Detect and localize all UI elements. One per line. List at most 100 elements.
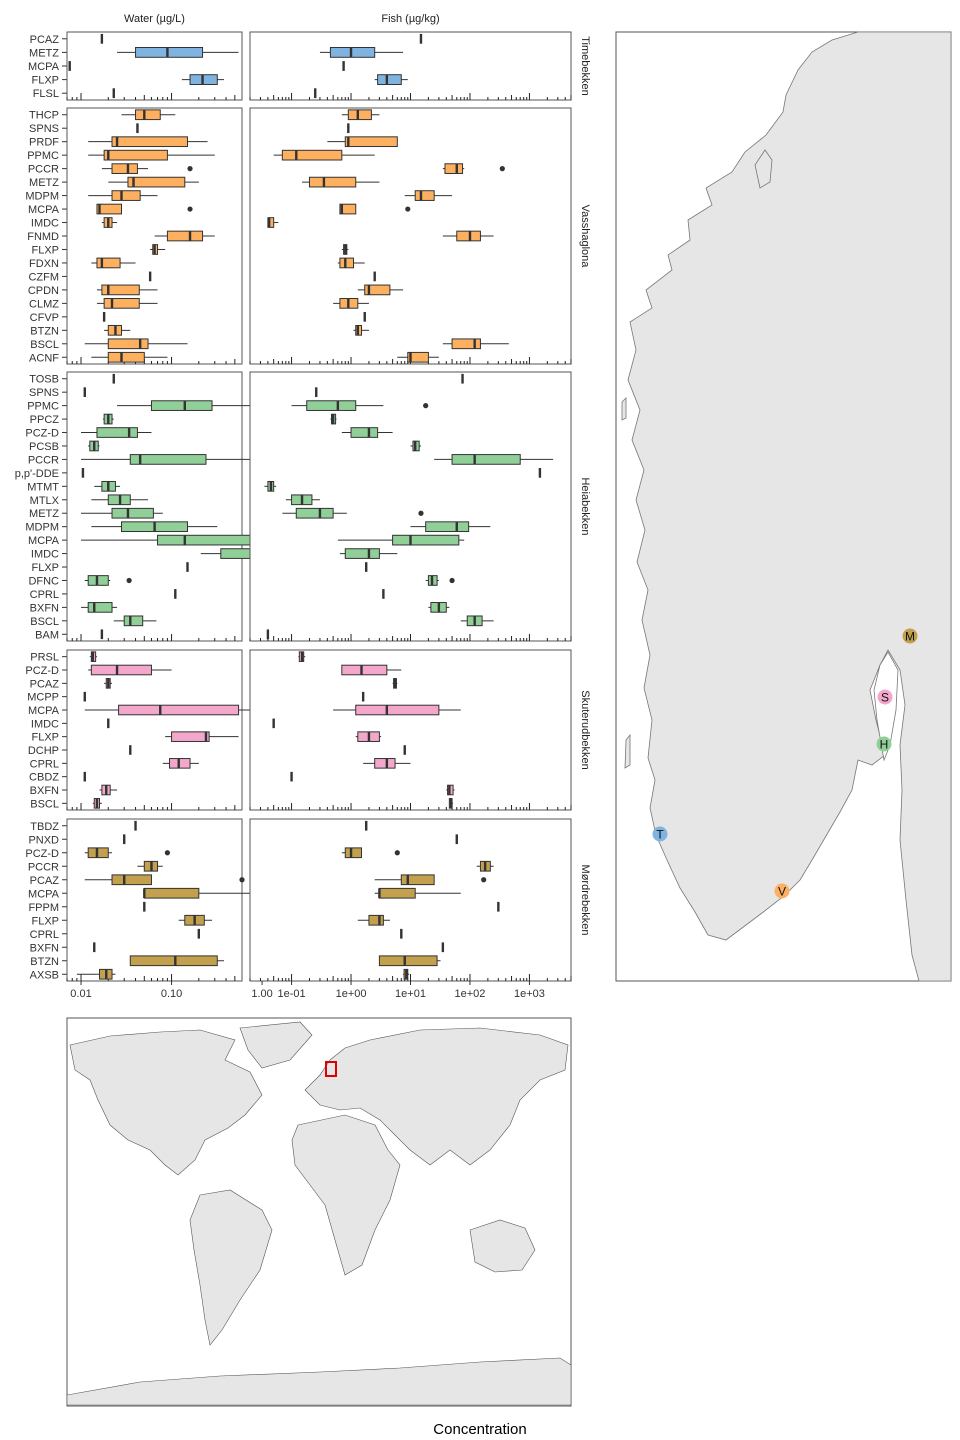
row-label: MCPA <box>28 61 60 73</box>
row-label: DCHP <box>28 745 59 757</box>
row-label: MTMT <box>27 481 59 493</box>
row-label: MDPM <box>25 191 59 203</box>
north-america <box>69 1029 263 1176</box>
facet-strip-label: Skuterudbekken <box>579 690 591 770</box>
row-label: PRDF <box>29 137 59 149</box>
box <box>129 454 207 465</box>
box <box>96 203 123 215</box>
norway-map: M S H T V <box>615 31 952 982</box>
panel-water <box>66 818 270 982</box>
row-label: PPCZ <box>30 414 60 426</box>
box <box>414 190 435 201</box>
row-label: METZ <box>29 508 59 520</box>
box <box>308 176 357 188</box>
oslofjord-island <box>754 149 773 189</box>
x-tick-label: 1.00 <box>251 988 272 1000</box>
panel-frame <box>249 31 572 101</box>
box <box>87 602 113 613</box>
outlier-point <box>187 166 193 172</box>
study-area-box <box>325 1061 337 1077</box>
row-label: FLSL <box>33 88 59 100</box>
panel-frame <box>249 107 572 365</box>
box <box>87 847 109 859</box>
panel-frame <box>249 818 572 982</box>
row-label: FDXN <box>29 258 59 270</box>
box <box>425 521 470 533</box>
row-label: METZ <box>29 177 59 189</box>
row-label: MCPA <box>28 705 60 717</box>
x-tick-label: 1e-01 <box>277 988 305 1000</box>
row-label: PCCR <box>28 454 59 466</box>
box <box>107 351 145 363</box>
map-site-marker <box>652 826 668 842</box>
box <box>347 109 372 121</box>
europe-asia <box>304 1027 569 1166</box>
outlier-point <box>394 850 400 856</box>
box <box>166 230 204 242</box>
coast-island-1 <box>621 397 627 421</box>
box <box>407 351 429 363</box>
row-label: SPNS <box>29 387 59 399</box>
x-tick-label: 1e+01 <box>395 988 426 1000</box>
box <box>378 955 438 967</box>
map-site-letter: M <box>905 630 915 644</box>
panel-water <box>66 371 326 642</box>
row-label: FLXP <box>31 732 59 744</box>
x-axis-title: Concentration <box>433 1421 526 1438</box>
row-label: PCAZ <box>30 875 60 887</box>
box <box>306 400 357 411</box>
box <box>111 874 152 886</box>
map-site-marker <box>876 736 892 752</box>
row-label: BAM <box>35 629 59 641</box>
panel-frame <box>66 371 243 642</box>
facet-strip-label: Heiabekken <box>579 477 591 535</box>
map-site-letter: H <box>880 738 889 752</box>
row-label: PCZ-D <box>25 848 59 860</box>
panel-frame <box>249 371 572 642</box>
row-label: FLXP <box>31 244 59 256</box>
box <box>329 47 376 58</box>
panel-fish <box>249 818 572 982</box>
row-label: BXFN <box>30 602 59 614</box>
box <box>107 338 149 350</box>
box <box>87 575 109 586</box>
row-label: DFNC <box>28 575 59 587</box>
row-label: BXFN <box>30 785 59 797</box>
outlier-point <box>481 877 487 883</box>
outlier-point <box>187 206 193 212</box>
row-label: BSCL <box>30 616 59 628</box>
row-label: PPMC <box>27 401 59 413</box>
box <box>281 149 343 161</box>
row-label: SPNS <box>29 123 59 135</box>
row-label: IMDC <box>31 718 59 730</box>
box <box>118 704 240 716</box>
row-label: FLXP <box>31 562 59 574</box>
box <box>344 136 398 148</box>
box <box>103 298 140 309</box>
map-site-marker <box>877 689 893 705</box>
row-label: CPRL <box>30 929 59 941</box>
map-site-letter: V <box>778 885 786 899</box>
box <box>111 163 138 174</box>
x-tick-label: 1e+03 <box>514 988 545 1000</box>
row-label: THCP <box>29 110 59 122</box>
x-tick-label: 1e+00 <box>336 988 367 1000</box>
row-label: FLXP <box>31 75 59 87</box>
box <box>129 955 218 967</box>
box <box>101 284 140 296</box>
row-label: BTZN <box>30 956 59 968</box>
coast-island-2 <box>624 733 631 769</box>
box <box>111 136 188 148</box>
row-label: TBDZ <box>30 821 59 833</box>
africa <box>291 1114 401 1276</box>
row-label: CZFM <box>28 271 59 283</box>
row-label: CFVP <box>30 312 59 324</box>
row-label: FLXP <box>31 915 59 927</box>
row-label: MCPP <box>27 692 59 704</box>
row-label: CPRL <box>30 589 59 601</box>
row-label: PPMC <box>27 150 59 162</box>
row-label: CLMZ <box>29 298 59 310</box>
outlier-point <box>239 877 245 883</box>
row-label: AXSB <box>30 969 59 981</box>
column-title-fish: Fish (µg/kg) <box>381 13 439 25</box>
